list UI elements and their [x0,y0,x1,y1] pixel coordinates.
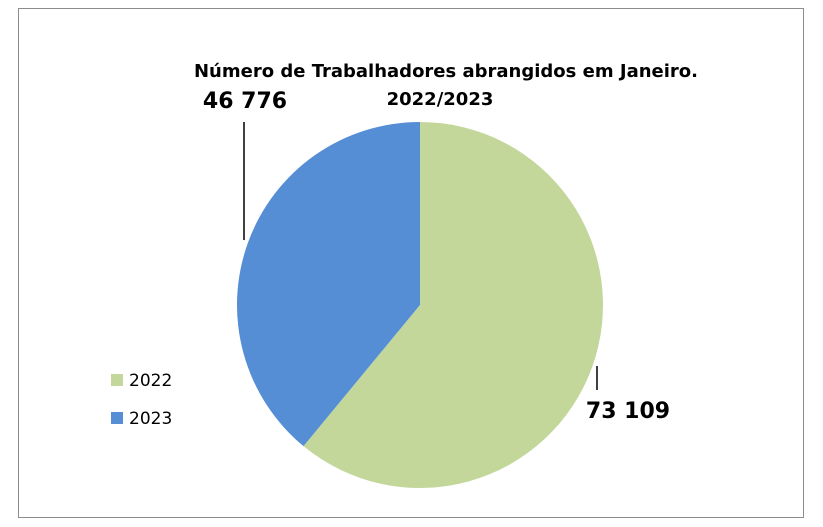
legend-label: 2023 [129,409,172,429]
pie-slice [236,122,420,447]
data-label: 73 109 [586,399,670,424]
pie-slice [303,122,603,488]
chart-title: Número de Trabalhadores abrangidos em Ja… [194,61,698,82]
legend-swatch [111,374,123,386]
legend-label: 2022 [129,371,172,391]
data-label: 46 776 [203,89,287,114]
chart-title: 2022/2023 [387,89,494,110]
legend-swatch [111,412,123,424]
